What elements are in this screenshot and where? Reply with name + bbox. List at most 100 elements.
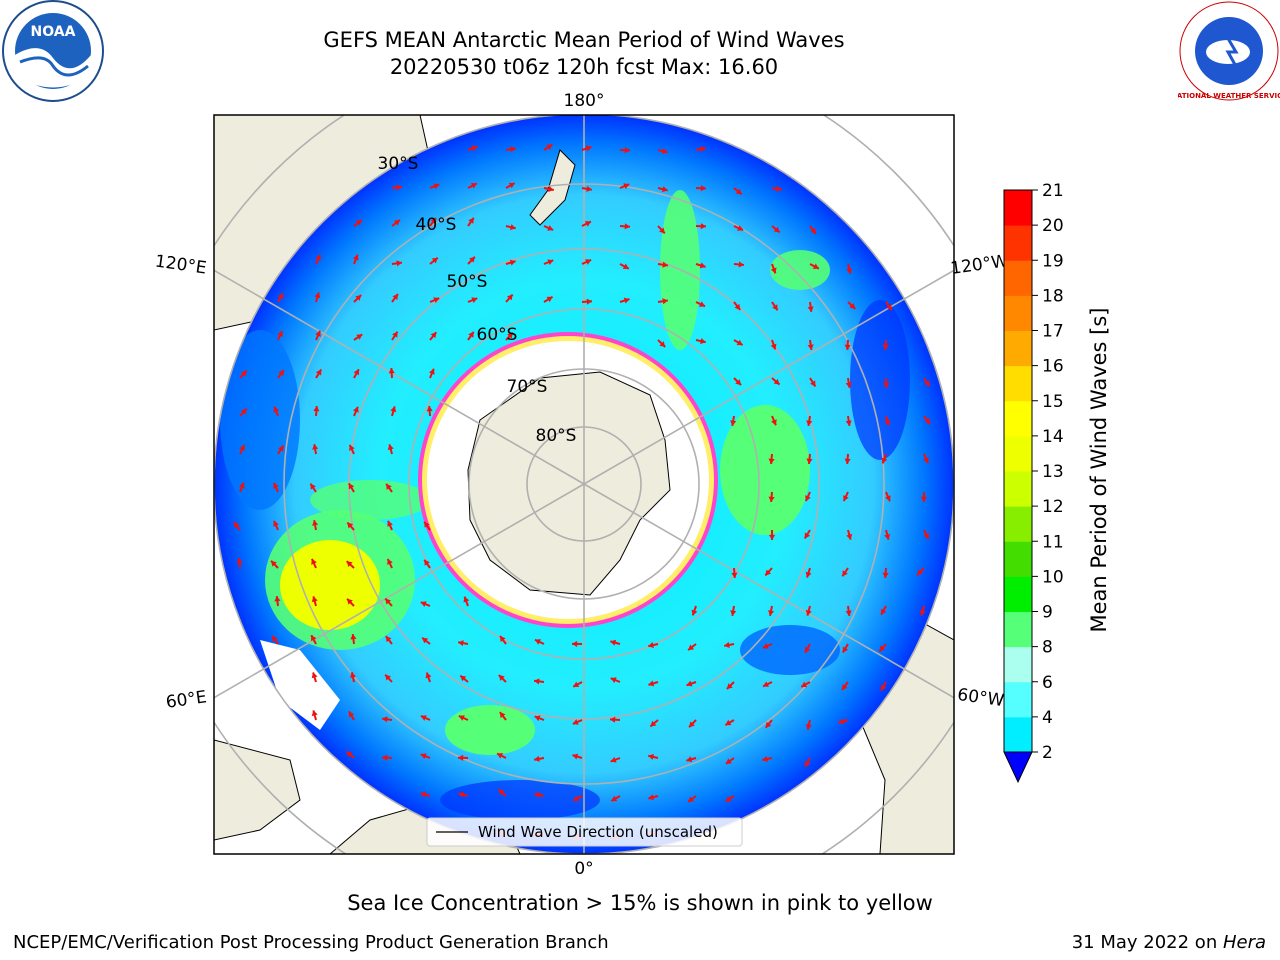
wind-wave-arrowhead [924,418,931,424]
wind-wave-arrowhead [238,482,245,489]
wind-wave-arrowhead [239,444,245,451]
wind-wave-arrowhead [420,753,427,760]
wind-wave-arrowhead [458,754,464,761]
wind-wave-arrowhead [700,185,706,192]
wind-wave-arrowhead [806,420,813,426]
wind-wave-arrowhead [346,751,353,758]
wind-wave-arrowhead [273,406,280,413]
wind-wave-arrowhead [700,223,706,230]
wind-wave-arrowhead [623,183,630,190]
wind-wave-arrowhead [278,369,284,376]
wind-wave-arrowhead [762,755,768,763]
wind-wave-arrowhead [805,724,812,730]
wind-wave-arrowhead [773,378,780,385]
wind-wave-arrowhead [510,224,516,231]
map-frame [213,114,955,855]
colorbar-segment [1004,576,1032,612]
wind-wave-arrowhead [686,756,693,763]
wind-wave-arrowhead [768,610,775,616]
colorbar-segment [1004,260,1032,296]
wind-wave-arrows [233,143,931,841]
wind-wave-arrowhead [650,720,657,727]
wind-wave-arrowhead [879,645,886,652]
wind-wave-arrowhead [773,226,780,233]
colorbar-tick-label: 19 [1042,251,1064,271]
legend-label: Wind Wave Direction (unscaled) [478,823,718,841]
colorbar-segment [1004,295,1032,331]
wind-wave-arrowhead [509,259,516,266]
map-title: GEFS MEAN Antarctic Mean Period of Wind … [323,28,845,52]
wind-wave-arrowhead [770,343,777,350]
wind-wave-arrowhead [508,182,515,189]
wind-wave-arrowhead [923,532,929,539]
wind-wave-arrowhead [311,558,317,565]
wind-wave-arrowhead [349,444,355,451]
lat-label-80s: 80°S [536,426,577,446]
wind-wave-arrowhead [420,601,427,607]
wind-wave-arrowhead [546,296,553,303]
wind-wave-arrowhead [689,721,695,728]
wind-wave-arrowhead [699,301,706,307]
wind-wave-arrowhead [430,218,437,224]
lon-label-180: 180° [564,91,605,111]
wind-wave-arrowhead [396,184,402,191]
wind-wave-arrowhead [736,339,743,346]
wind-wave-arrowhead [392,293,398,300]
colorbar-segment [1004,611,1032,648]
wind-wave-arrowhead [882,572,889,578]
wind-wave-arrowhead [880,684,887,691]
wind-wave-arrowhead [348,483,355,490]
wind-wave-arrowhead [353,369,360,376]
wind-wave-arrowhead [433,297,440,304]
colorbar-segment [1004,190,1032,226]
wind-wave-arrowhead [272,635,278,642]
wind-wave-arrowhead [648,642,654,649]
colorbar-tick-label: 6 [1042,673,1053,693]
wind-wave-arrowhead [885,495,891,502]
wind-wave-arrowhead [725,758,732,764]
colorbar-tick-label: 20 [1042,216,1064,236]
colorbar-tick-label: 17 [1042,322,1064,342]
wind-wave-arrowhead [686,680,693,687]
footer-date-text: 31 May 2022 on [1071,932,1223,953]
lon-label-120w: 120°W [949,251,1009,279]
wind-wave-arrowhead [499,712,506,719]
colorbar-tick-label: 15 [1042,392,1064,412]
wind-wave-arrowhead [845,420,852,426]
colorbar-segment [1004,225,1032,261]
wind-wave-arrowhead [771,419,777,426]
colorbar-tick-label: 13 [1042,462,1064,482]
wind-wave-arrowhead [273,520,279,527]
wind-wave-arrowhead [586,185,592,192]
wind-wave-arrowhead [844,458,851,464]
colorbar: Mean Period of Wind Waves [s] 21 20 19 18 17… [1003,181,1111,784]
wind-wave-arrowhead [805,495,811,502]
wind-wave-arrowhead [725,719,732,726]
wind-wave-arrowhead [277,293,284,300]
wind-wave-arrowhead [738,261,744,268]
wind-wave-arrowhead [498,675,505,681]
wind-wave-arrowhead [659,227,665,234]
wind-wave-arrowhead [765,721,772,728]
wind-wave-arrowhead [396,260,402,267]
wind-wave-arrowhead [691,609,698,616]
wind-wave-arrowhead [805,571,812,578]
wind-wave-arrowhead [841,684,848,690]
wind-wave-arrowhead [312,520,319,526]
colorbar-segment [1004,646,1032,683]
wind-wave-arrowhead [534,678,540,685]
wind-wave-arrowhead [734,303,741,310]
wind-wave-arrowhead [610,639,617,646]
colorbar-segment [1004,435,1032,472]
colorbar-tick-label: 2 [1042,743,1053,763]
wind-wave-arrowhead [424,521,430,528]
wind-wave-arrowhead [881,457,888,464]
wind-wave-arrowhead [458,715,465,721]
wind-wave-arrowhead [278,445,284,452]
wind-wave-arrowhead [424,559,430,566]
wind-wave-arrowhead [846,268,853,274]
wind-wave-arrowhead [812,263,819,270]
wind-wave-arrowhead [382,716,388,723]
wind-wave-arrowhead [572,753,579,760]
wind-wave-arrowhead [586,298,592,305]
